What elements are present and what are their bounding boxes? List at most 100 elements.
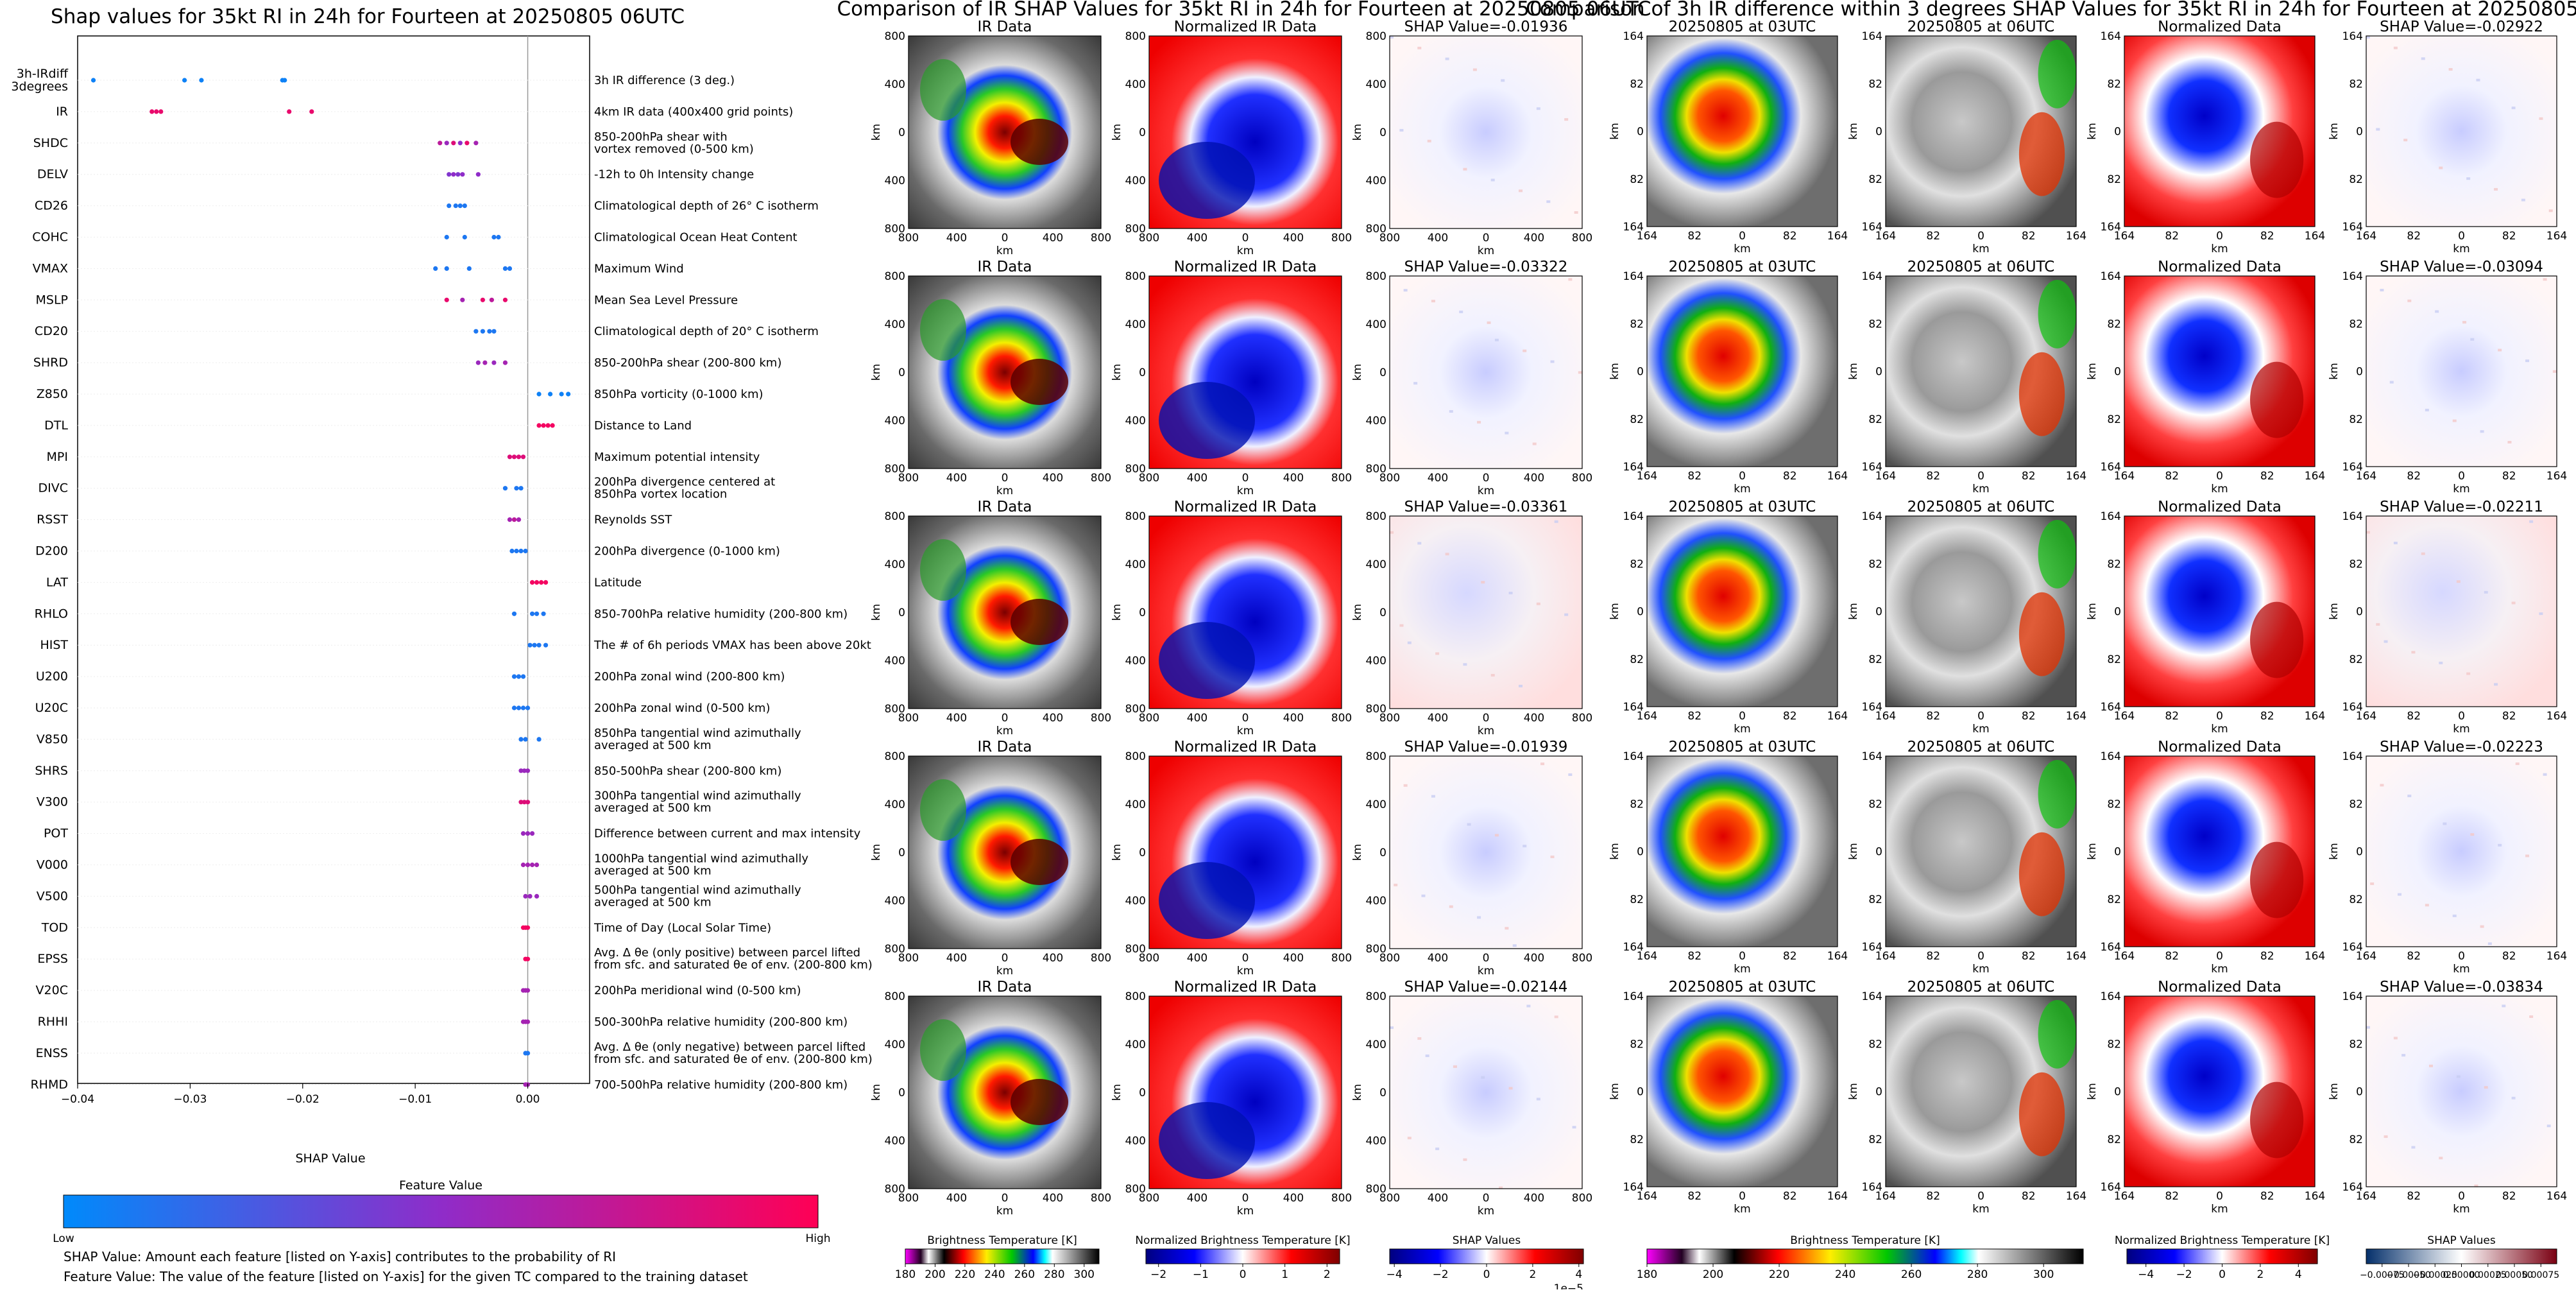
shap-plot-frame [77, 35, 590, 1084]
x-axis-label: km [1478, 725, 1494, 737]
shap-speck [1472, 68, 1477, 71]
panel-title: SHAP Value=-0.02211 [2380, 499, 2543, 515]
x-tick-label: 800 [1091, 952, 1111, 965]
y-tick-label: 800 [885, 990, 905, 1003]
colorbar-bar [1646, 1248, 2084, 1264]
shap-speck [2380, 784, 2384, 787]
y-tick-label: 400 [1125, 318, 1146, 331]
shap-point [529, 611, 535, 616]
colorbar-label: Normalized Brightness Temperature [K] [1135, 1234, 1350, 1247]
x-tick-label: 400 [946, 472, 967, 485]
panel-title: Normalized Data [2158, 19, 2282, 35]
shap-speck [1487, 321, 1491, 324]
heatmap-panel: SHAP Value=-0.01936800800400400004004008… [1351, 19, 1592, 257]
x-tick-label: 400 [1524, 472, 1544, 485]
colorbar-label: SHAP Values [1453, 1234, 1521, 1247]
x-axis-label: km [2211, 963, 2228, 976]
shap-point [154, 109, 159, 114]
heatmap-panel: SHAP Value=-0.03094164164828200828216416… [2328, 259, 2567, 495]
x-tick-label: 82 [2260, 230, 2274, 243]
x-tick-label: 400 [1043, 232, 1063, 245]
panel-frame [1646, 35, 1838, 227]
y-tick-label: 800 [1366, 463, 1386, 476]
shap-point [466, 266, 472, 271]
y-axis-label: km [1351, 844, 1364, 861]
panel-frame [908, 515, 1102, 709]
x-tick-label: 400 [1524, 232, 1544, 245]
y-tick-label: 400 [1125, 415, 1146, 427]
y-tick-label: 800 [885, 750, 905, 763]
y-tick-label: 164 [2342, 510, 2363, 523]
y-tick-label: 82 [2349, 558, 2363, 571]
shap-speck [2439, 166, 2443, 169]
shap-speck [1445, 57, 1449, 60]
shap-speck [1546, 200, 1551, 203]
feature-name: RSST [37, 513, 68, 527]
y-tick-label: 0 [1139, 366, 1146, 379]
y-tick-label: 800 [1125, 270, 1146, 283]
panel-title: IR Data [978, 739, 1032, 755]
x-tick-label: 800 [1139, 712, 1159, 725]
heatmap-image [1647, 516, 1838, 707]
shap-speck [2484, 590, 2488, 594]
y-tick-label: 400 [1125, 655, 1146, 668]
feature-row: U20C 200hPa zonal wind (0-500 km) [35, 701, 771, 715]
feature-name: HIST [40, 638, 68, 652]
shap-point [480, 329, 485, 334]
shap-speck [2480, 925, 2484, 928]
shap-point [523, 548, 528, 554]
colorbar-label: SHAP Values [2427, 1234, 2496, 1247]
cloud-band [920, 779, 966, 841]
shap-x-axis: −0.04 −0.03 −0.02 −0.01 0.00 [61, 1083, 540, 1106]
shap-point [527, 893, 533, 899]
shap-point [282, 78, 287, 83]
y-tick-label: 82 [2107, 653, 2121, 666]
y-tick-label: 800 [885, 510, 905, 523]
irdiff-panel-grid: 20250805 at 03UTC 164 164 82 82 0 0 82 82 164 164 k… [1608, 19, 2567, 1216]
ir-comparison-title: Comparison of IR SHAP Values for 35kt RI… [837, 0, 1651, 21]
feature-value-colorbar-label: Feature Value [399, 1178, 482, 1193]
shap-speck [1407, 641, 1412, 644]
shap-point [456, 172, 461, 177]
feature-row: U200 200hPa zonal wind (200-800 km) [36, 669, 785, 684]
shap-speck [2366, 36, 2370, 39]
feature-description: 200hPa divergence (0-1000 km) [594, 545, 780, 558]
heatmap-image [1647, 996, 1838, 1187]
colorbar-tick-label: 0.00075 [2522, 1270, 2559, 1280]
x-tick-label: 800 [1091, 232, 1111, 245]
x-tick-label: 800 [1572, 712, 1592, 725]
panel-frame [1885, 35, 2077, 227]
shap-speck [1467, 823, 1471, 826]
shap-speck [1564, 118, 1569, 121]
x-tick-label: 164 [1827, 470, 1848, 483]
x-tick-label: 82 [2407, 710, 2421, 723]
x-tick-label: 82 [1926, 1190, 1940, 1203]
shap-speck [2421, 552, 2425, 555]
x-tick-label: 400 [1187, 472, 1207, 485]
warm-region [2250, 841, 2304, 918]
x-tick-label: 400 [1187, 1192, 1207, 1205]
feature-name: DELV [37, 168, 68, 182]
colorbar-tick-label: 1 [1281, 1268, 1288, 1281]
panel-frame [2124, 275, 2316, 467]
y-tick-label: 164 [2101, 990, 2121, 1003]
shap-speck [1403, 289, 1408, 292]
shap-point [158, 109, 164, 114]
heatmap-panel: Normalized Data1641648282008282164164kmk… [2086, 979, 2325, 1216]
x-tick-label: 164 [1827, 710, 1848, 723]
x-tick-label: 82 [1687, 1190, 1702, 1203]
x-tick-label: 82 [2022, 230, 2036, 243]
cold-region [1159, 382, 1255, 459]
x-tick-label: 800 [1331, 1192, 1352, 1205]
x-tick-label: 82 [2022, 470, 2036, 483]
panel-title: 20250805 at 03UTC [1669, 979, 1816, 995]
y-tick-label: 0 [1875, 846, 1882, 859]
panel-title: 20250805 at 06UTC [1907, 739, 2055, 755]
shap-point [520, 454, 526, 460]
x-tick-label: 82 [1687, 710, 1702, 723]
y-tick-label: 164 [2101, 461, 2121, 474]
y-axis-label: km [2328, 843, 2341, 859]
y-tick-label: 0 [2114, 1086, 2121, 1099]
x-tick-label: 400 [1428, 232, 1448, 245]
